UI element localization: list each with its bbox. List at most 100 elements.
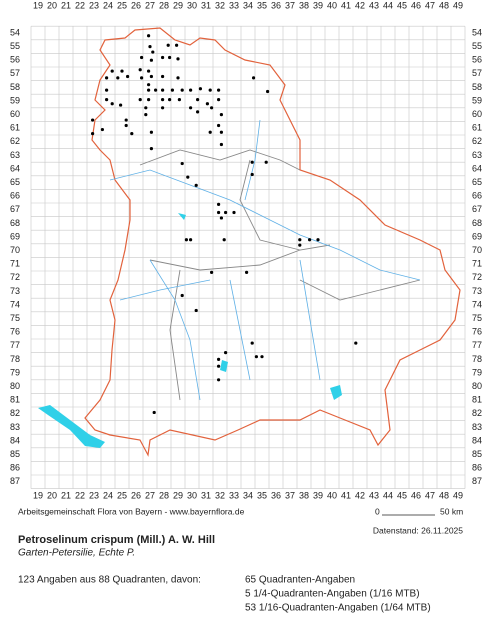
occurrence-dot [180, 161, 184, 166]
occurrence-dot [91, 132, 95, 136]
y-label: 62 [472, 136, 482, 146]
x-label: 21 [61, 490, 71, 500]
occurrence-dot [189, 106, 193, 110]
occurrence-dot [217, 378, 221, 382]
occurrence-dot [219, 142, 223, 147]
occurrence-dot [184, 238, 188, 242]
occurrence-dot [254, 355, 258, 359]
y-label: 66 [472, 191, 482, 201]
x-label: 38 [299, 0, 309, 10]
x-label: 25 [117, 0, 127, 10]
y-label: 59 [472, 95, 482, 105]
occurrence-dot [161, 106, 165, 110]
y-label: 56 [472, 55, 482, 65]
y-label: 75 [472, 313, 482, 323]
y-label: 60 [10, 109, 20, 119]
y-label: 65 [472, 177, 482, 187]
occurrence-dot [147, 34, 151, 38]
y-label: 75 [10, 313, 20, 323]
y-label: 72 [10, 272, 20, 282]
x-label: 23 [89, 490, 99, 500]
x-label: 23 [89, 0, 99, 10]
state-border [84, 27, 461, 457]
occurrence-dot [147, 88, 151, 92]
occurrence-dot [245, 270, 249, 274]
y-label: 80 [10, 381, 20, 391]
y-label: 68 [472, 218, 482, 228]
y-label: 67 [10, 204, 20, 214]
occurrence-dot [316, 238, 320, 242]
occurrence-dot [250, 160, 254, 164]
x-label: 46 [411, 490, 421, 500]
occurrence-dot [298, 243, 302, 247]
x-label: 33 [229, 490, 239, 500]
y-label: 69 [10, 231, 20, 241]
occurrence-dot [210, 106, 214, 110]
occurrence-dot [124, 118, 128, 122]
x-label: 37 [285, 0, 295, 10]
occurrence-dot [119, 103, 123, 107]
occurrence-dot [210, 270, 214, 274]
occurrence-dot [144, 113, 148, 117]
y-label: 70 [10, 245, 20, 255]
y-label: 72 [472, 272, 482, 282]
x-label: 31 [201, 490, 211, 500]
x-label: 28 [159, 490, 169, 500]
species-name: Petroselinum crispum (Mill.) A. W. Hill [18, 534, 215, 546]
y-label: 73 [472, 286, 482, 296]
x-label: 24 [103, 490, 113, 500]
y-label: 86 [10, 463, 20, 473]
y-label: 83 [472, 422, 482, 432]
occurrence-dot [252, 76, 256, 80]
occurrence-dot [250, 341, 254, 345]
x-label: 46 [411, 0, 421, 10]
x-label: 32 [215, 490, 225, 500]
x-label: 44 [383, 0, 393, 10]
x-label: 43 [369, 490, 379, 500]
y-label: 64 [10, 163, 20, 173]
occurrence-dot [148, 45, 152, 49]
y-label: 60 [472, 109, 482, 119]
occurrence-dot [180, 293, 184, 298]
occurrence-dot [219, 216, 223, 220]
x-label: 30 [187, 0, 197, 10]
y-label: 63 [472, 150, 482, 160]
y-label: 79 [472, 367, 482, 377]
stat-line: 5 1/4-Quadranten-Angaben (1/16 MTB) [245, 589, 420, 600]
occurrence-dot [298, 238, 302, 242]
x-label: 21 [61, 0, 71, 10]
x-label: 48 [439, 0, 449, 10]
x-label: 27 [145, 490, 155, 500]
x-label: 20 [47, 0, 57, 10]
occurrence-dot [217, 123, 221, 128]
occurrence-dot [194, 308, 198, 313]
y-label: 77 [10, 340, 20, 350]
x-label: 22 [75, 490, 85, 500]
y-label: 66 [10, 191, 20, 201]
y-label: 85 [10, 449, 20, 459]
lake [38, 405, 105, 448]
y-label: 78 [472, 354, 482, 364]
x-label: 26 [131, 0, 141, 10]
x-label: 26 [131, 490, 141, 500]
occurrence-dot [126, 74, 130, 79]
y-label: 76 [472, 327, 482, 337]
y-label: 86 [472, 463, 482, 473]
y-label: 74 [472, 299, 482, 309]
occurrence-dot [186, 175, 190, 179]
y-label: 61 [10, 123, 20, 133]
occurrence-dot [180, 88, 184, 92]
occurrence-dot [152, 410, 156, 415]
occurrence-dot [161, 74, 165, 79]
occurrence-dot [110, 102, 114, 106]
occurrence-dot [168, 55, 172, 60]
occurrence-dot [189, 238, 193, 242]
occurrence-dot [176, 57, 180, 61]
scale-start: 0 [375, 506, 380, 516]
y-label: 71 [472, 259, 482, 269]
y-label: 63 [10, 150, 20, 160]
y-label: 83 [10, 422, 20, 432]
x-label: 45 [397, 0, 407, 10]
common-name: Garten-Petersilie, Echte P. [18, 548, 135, 559]
x-label: 39 [313, 0, 323, 10]
